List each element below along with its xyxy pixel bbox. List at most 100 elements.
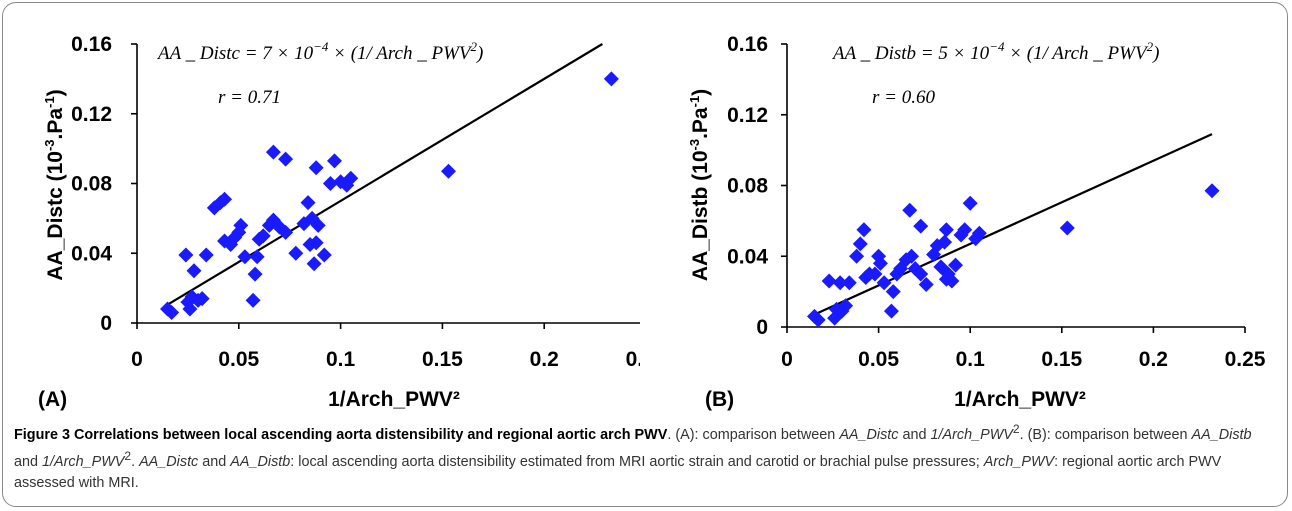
y-tick-label: 0 xyxy=(756,316,768,339)
x-tick-label: 0.05 xyxy=(218,348,259,371)
caption-text: : local ascending aorta distensibility e… xyxy=(290,453,984,470)
data-point xyxy=(841,275,857,291)
x-axis-title: 1/Arch_PWV² xyxy=(328,388,460,411)
data-point xyxy=(849,248,865,264)
data-point xyxy=(872,255,888,271)
data-point xyxy=(288,245,304,261)
data-point xyxy=(834,303,850,319)
data-point xyxy=(343,170,359,186)
data-point xyxy=(178,247,194,263)
x-tick-label: 0 xyxy=(131,348,143,371)
data-point xyxy=(198,247,214,263)
y-tick-label: 0.12 xyxy=(727,104,768,127)
data-point xyxy=(852,236,868,252)
caption-term: AA_Distc xyxy=(839,426,899,443)
caption-term: AA_Distb xyxy=(230,453,291,470)
data-point xyxy=(867,266,883,282)
regression-equation: AA _ Distc = 7 × 10−4 × (1/ Arch _ PWV2) xyxy=(156,39,483,64)
data-point xyxy=(904,248,920,264)
data-point xyxy=(237,249,253,265)
data-point xyxy=(247,266,263,282)
data-point xyxy=(902,202,918,218)
data-point xyxy=(310,217,326,233)
data-point xyxy=(194,291,210,307)
data-point xyxy=(913,266,929,282)
panel-label-b: (B) xyxy=(705,388,734,411)
data-point xyxy=(308,160,324,176)
data-point xyxy=(278,224,294,240)
data-point xyxy=(913,218,929,234)
data-point xyxy=(944,273,960,289)
data-point xyxy=(962,195,978,211)
chart-panel-b: AA_Distb (10-3.Pa-1) AA _ Distb = 5 × 10… xyxy=(687,33,1266,411)
data-point xyxy=(937,234,953,250)
x-axis-title: 1/Arch_PWV² xyxy=(954,388,1086,411)
x-tick-label: 0.05 xyxy=(858,348,899,371)
caption-text: and xyxy=(14,453,43,470)
y-axis-title: AA_Distb (10-3.Pa-1) xyxy=(687,89,712,281)
data-point xyxy=(938,222,954,238)
data-point xyxy=(255,228,271,244)
x-tick-label: 0.1 xyxy=(956,348,986,371)
x-tick-label: 0.1 xyxy=(326,348,356,371)
y-tick-label: 0.08 xyxy=(727,175,768,198)
caption-text: and xyxy=(898,426,931,443)
y-tick-label: 0.16 xyxy=(727,33,768,56)
caption-superscript: 2 xyxy=(1012,422,1020,436)
data-point xyxy=(832,275,848,291)
data-point xyxy=(186,263,202,279)
data-point xyxy=(948,257,964,273)
caption-text: . (A): comparison between xyxy=(667,426,840,443)
data-point xyxy=(182,301,198,317)
regression-equation: AA _ Distb = 5 × 10−4 × (1/ Arch _ PWV2) xyxy=(831,39,1159,64)
data-point xyxy=(821,273,837,289)
caption-term: AA_Distc xyxy=(139,453,199,470)
x-tick-label: 0.25 xyxy=(626,348,640,371)
data-point xyxy=(1204,183,1220,199)
caption-term: AA_Distb xyxy=(1191,426,1252,443)
data-point xyxy=(603,71,619,87)
y-tick-label: 0.04 xyxy=(727,245,768,268)
data-point xyxy=(953,227,969,243)
y-tick-label: 0.04 xyxy=(71,242,112,265)
x-tick-label: 0.25 xyxy=(1225,348,1266,371)
regression-line xyxy=(166,43,603,306)
data-point xyxy=(306,256,322,272)
data-point xyxy=(957,222,973,238)
caption-text: : regional aortic arch PWV assessed with… xyxy=(14,453,1222,491)
regression-line xyxy=(814,133,1213,316)
caption-text: . xyxy=(131,453,140,470)
y-tick-label: 0 xyxy=(100,312,112,335)
data-point xyxy=(441,163,457,179)
figure-caption: Figure 3 Correlations between local asce… xyxy=(14,419,1276,494)
x-tick-label: 0.15 xyxy=(422,348,463,371)
y-tick-label: 0.16 xyxy=(71,33,112,56)
data-point xyxy=(326,153,342,169)
x-tick-label: 0.2 xyxy=(1139,348,1168,371)
caption-superscript: 2 xyxy=(124,448,132,463)
x-tick-label: 0 xyxy=(781,348,793,371)
data-point xyxy=(971,225,987,241)
y-axis-title: AA_Distc (10-3.Pa-1) xyxy=(42,89,67,280)
data-point xyxy=(308,235,324,251)
plot-area: 0 0.04 0.08 0.12 0.16 0 0.05 0.1 0.15 0.2 0.25 xyxy=(71,33,640,371)
data-point xyxy=(1059,220,1075,236)
x-tick-label: 0.15 xyxy=(1041,348,1082,371)
y-tick-label: 0.12 xyxy=(71,103,112,126)
data-point xyxy=(885,284,901,300)
data-point xyxy=(968,231,984,247)
data-point xyxy=(316,247,332,263)
data-point xyxy=(838,298,854,314)
data-point xyxy=(827,310,843,326)
data-point xyxy=(300,195,316,211)
panel-label-a: (A) xyxy=(38,388,67,411)
correlation-label: r = 0.71 xyxy=(218,87,281,108)
caption-text: . (B): comparison between xyxy=(1019,426,1192,443)
caption-term: 1/Arch_PWV xyxy=(42,453,125,470)
y-tick-label: 0.08 xyxy=(71,173,112,196)
data-point xyxy=(883,303,899,319)
data-point xyxy=(876,275,892,291)
data-point xyxy=(249,249,265,265)
plot-area: 0 0.04 0.08 0.12 0.16 0 0.05 0.1 0.15 0.2 0.25 xyxy=(727,33,1266,371)
